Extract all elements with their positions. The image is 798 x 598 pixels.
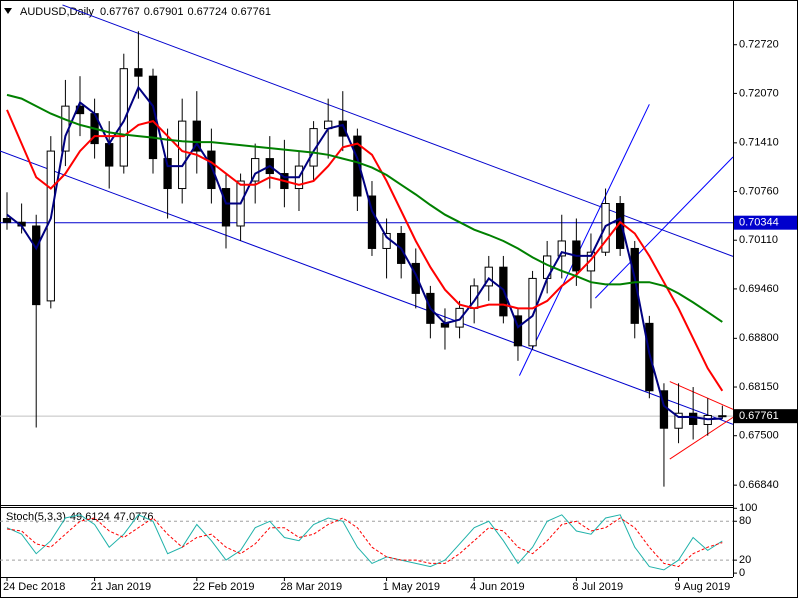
moving-average — [6, 93, 723, 323]
candle-body — [163, 158, 172, 190]
x-tick-label: 24 Dec 2018 — [3, 581, 65, 593]
price-tag — [734, 215, 797, 230]
trend-line — [0, 150, 734, 425]
candle-body — [367, 195, 377, 249]
y-tick-label: 0.72720 — [739, 39, 779, 51]
candle-body — [2, 217, 12, 223]
indicator-title: Stoch(5,3,3) — [6, 511, 66, 523]
candle-body — [353, 135, 362, 197]
low-value: 0.67724 — [188, 6, 228, 18]
y-tick-label: 20 — [739, 554, 751, 566]
candle-body — [221, 188, 231, 227]
indicator-header: Stoch(5,3,3) 49.6124 47.0776 — [6, 511, 153, 523]
y-tick-label: 0.69460 — [739, 283, 779, 295]
menu-icon — [4, 8, 12, 14]
y-tick-label: 80 — [739, 515, 751, 527]
candle-body — [178, 120, 187, 190]
x-tick-label: 9 Aug 2019 — [675, 581, 731, 593]
candle-body — [630, 247, 639, 324]
indicator-line — [6, 514, 723, 571]
x-tick-label: 1 May 2019 — [383, 581, 440, 593]
candle-body — [119, 68, 128, 167]
candle-body — [192, 120, 201, 152]
y-tick-label: 0.70110 — [739, 234, 778, 246]
main-value: 49.6124 — [70, 511, 110, 523]
y-tick-label: 0.71410 — [739, 137, 779, 149]
x-tick-label: 8 Jul 2019 — [572, 581, 623, 593]
moving-average — [6, 85, 723, 421]
trend-line — [669, 416, 734, 460]
candle-body — [207, 150, 216, 190]
close-value: 0.67761 — [231, 6, 271, 18]
candle-body — [455, 307, 464, 328]
candle-body — [484, 266, 493, 287]
candle-body — [528, 277, 537, 347]
y-tick-label: 0.67500 — [739, 430, 779, 442]
y-tick-label: 0.68150 — [739, 381, 779, 393]
candle-body — [718, 415, 727, 418]
y-tick-label: 0.68800 — [739, 332, 779, 344]
candle-body — [338, 120, 347, 137]
price-tag-label: 0.70344 — [739, 217, 779, 229]
candle-body — [674, 412, 683, 429]
y-tick-label: 0.70760 — [739, 185, 779, 197]
trend-line — [669, 381, 734, 410]
y-tick-label: 0.72070 — [739, 87, 779, 99]
x-tick-label: 22 Feb 2019 — [193, 581, 255, 593]
candle-body — [411, 262, 420, 294]
x-tick-label: 21 Jan 2019 — [91, 581, 152, 593]
candle-body — [251, 158, 260, 182]
candle-body — [586, 251, 596, 272]
candle-body — [105, 143, 114, 167]
x-tick-label: 28 Mar 2019 — [280, 581, 342, 593]
indicator-line — [6, 517, 723, 568]
y-tick-label: 0 — [739, 567, 745, 579]
signal-value: 47.0776 — [114, 511, 154, 523]
chart-header: AUDUSD,Daily 0.67767 0.67901 0.67724 0.67761 — [20, 6, 271, 18]
x-tick-label: 4 Jun 2019 — [470, 581, 524, 593]
candle-body — [688, 412, 698, 425]
candle-body — [134, 68, 143, 77]
symbol: AUDUSD,Daily — [20, 6, 94, 18]
candle-body — [32, 225, 41, 306]
price-tag — [734, 409, 797, 424]
y-tick-label: 0.66840 — [739, 479, 779, 491]
y-tick-label: 100 — [739, 502, 757, 514]
high-value: 0.67901 — [144, 6, 184, 18]
open-value: 0.67767 — [100, 6, 140, 18]
trend-line — [594, 156, 734, 299]
candle-body — [513, 315, 523, 347]
price-tag-label: 0.67761 — [739, 410, 779, 422]
candle-body — [557, 240, 566, 257]
trend-line — [518, 104, 650, 376]
